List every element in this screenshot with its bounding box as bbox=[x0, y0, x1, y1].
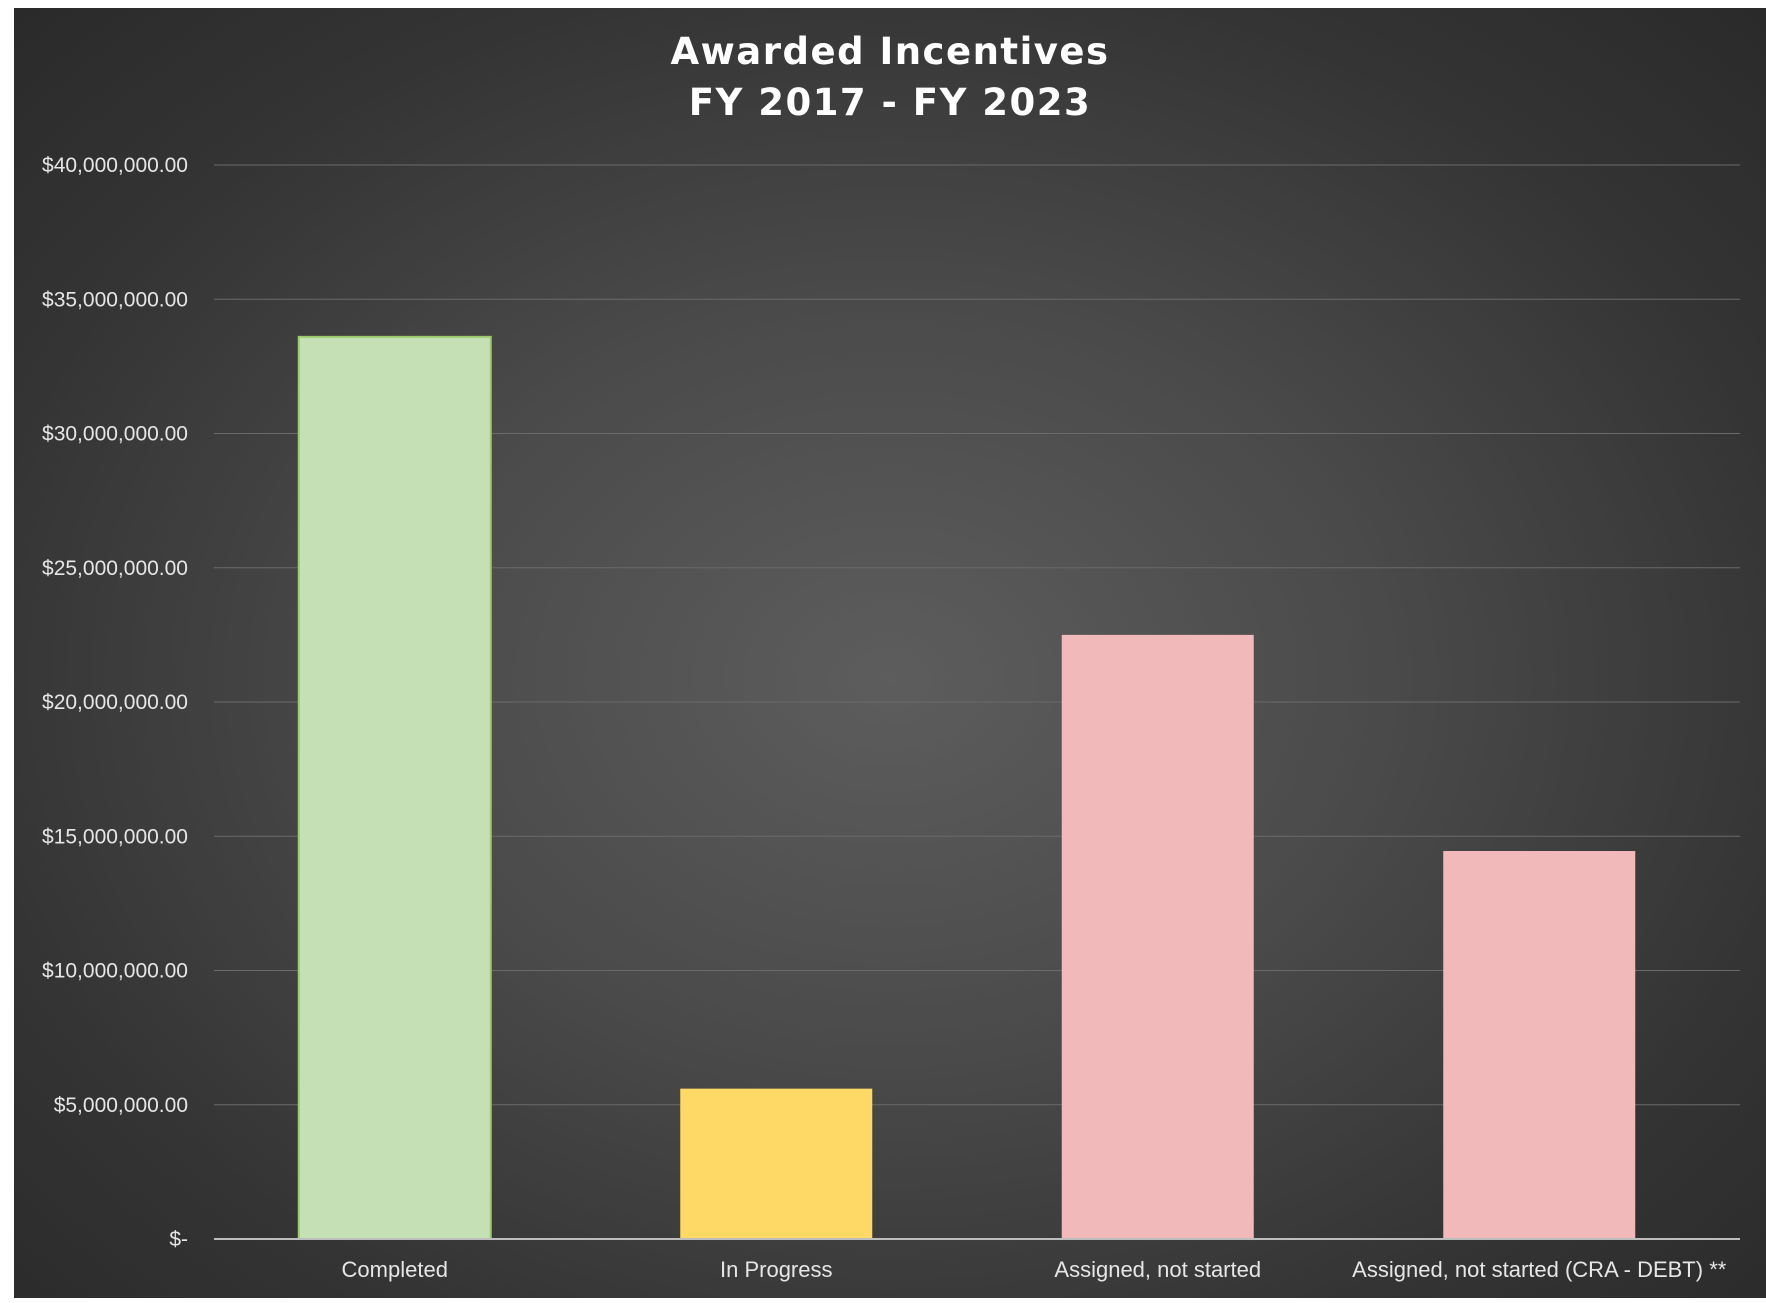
bar-3 bbox=[1443, 851, 1636, 1239]
bar-2 bbox=[1061, 634, 1254, 1239]
y-tick-label: $35,000,000.00 bbox=[42, 288, 188, 311]
x-tick-label: Assigned, not started (CRA - DEBT) ** bbox=[1352, 1257, 1727, 1282]
x-tick-label: In Progress bbox=[720, 1257, 833, 1282]
chart-title-line-1: Awarded Incentives bbox=[670, 30, 1109, 73]
axes: $- $5,000,000.00 $10,000,000.00 $15,000,000… bbox=[42, 154, 1740, 1282]
chart-area: $- $5,000,000.00 $10,000,000.00 $15,000,000… bbox=[14, 8, 1766, 1298]
y-tick-label: $25,000,000.00 bbox=[42, 557, 188, 580]
y-tick-label: $- bbox=[169, 1228, 188, 1251]
bar-1 bbox=[680, 1088, 873, 1239]
bar-chart: $- $5,000,000.00 $10,000,000.00 $15,000,000… bbox=[42, 30, 1740, 1282]
y-tick-label: $30,000,000.00 bbox=[42, 423, 188, 446]
y-tick-label: $40,000,000.00 bbox=[42, 154, 188, 177]
bar-0 bbox=[297, 335, 492, 1240]
y-tick-label: $5,000,000.00 bbox=[54, 1094, 188, 1117]
x-tick-label: Assigned, not started bbox=[1054, 1257, 1261, 1282]
y-tick-label: $20,000,000.00 bbox=[42, 691, 188, 714]
chart-title-line-2: FY 2017 - FY 2023 bbox=[689, 81, 1091, 124]
bars bbox=[297, 335, 1636, 1240]
x-tick-label: Completed bbox=[342, 1257, 448, 1282]
y-tick-label: $10,000,000.00 bbox=[42, 960, 188, 983]
y-tick-label: $15,000,000.00 bbox=[42, 825, 188, 848]
